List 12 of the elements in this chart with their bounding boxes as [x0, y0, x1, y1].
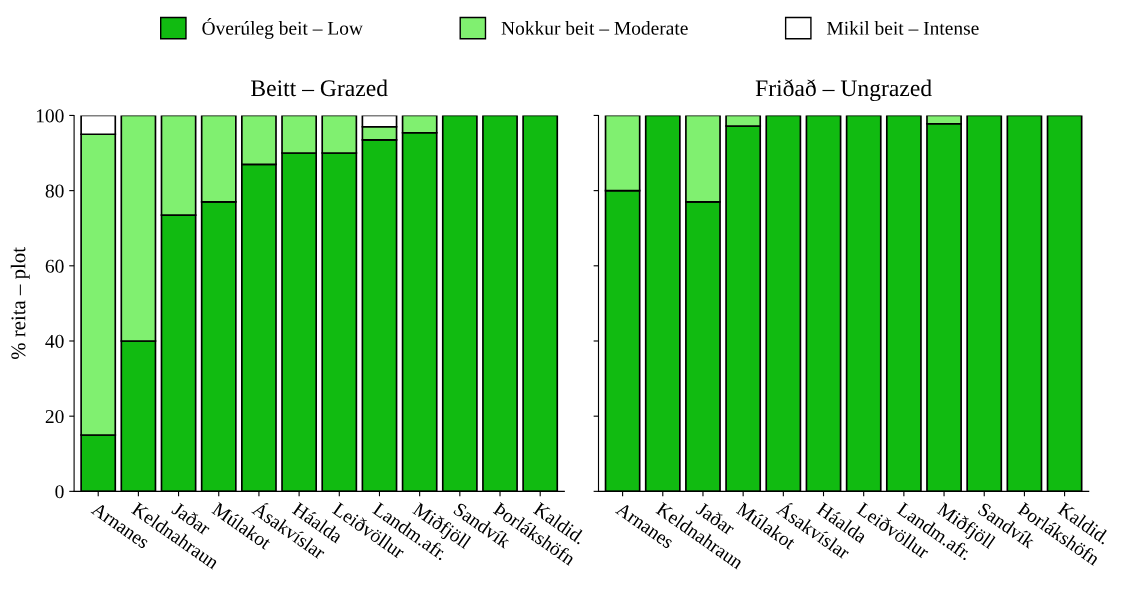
legend-label: Nokkur beit – Moderate: [501, 21, 688, 35]
y-tick-label: 80: [45, 184, 64, 198]
y-axis-title: % reita – plot: [10, 247, 30, 360]
y-tick-label: 100: [36, 109, 64, 123]
legend-label: Óverúleg beit – Low: [202, 17, 363, 39]
y-tick-label: 0: [55, 485, 64, 499]
legend-label: Mikil beit – Intense: [827, 21, 979, 35]
y-tick-label: 20: [45, 409, 64, 424]
y-tick-label: 40: [45, 334, 64, 348]
y-tick-label: 60: [45, 259, 64, 273]
chart-title: Beitt – Grazed: [251, 79, 388, 97]
chart-title: Friðað – Ungrazed: [755, 79, 932, 102]
